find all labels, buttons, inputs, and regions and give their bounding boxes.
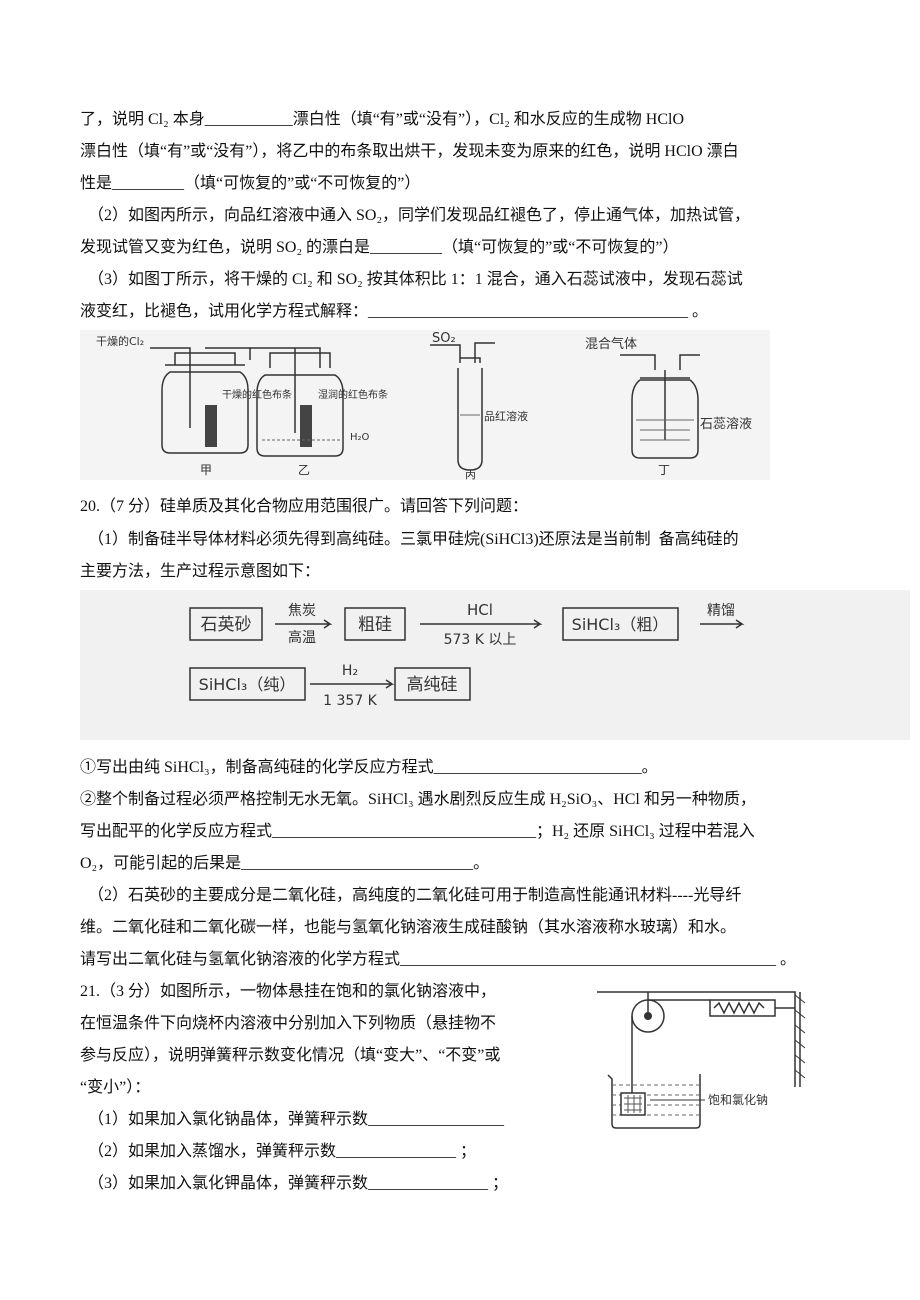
text-line: ①写出由纯 SiHCl₃，制备高纯硅的化学反应方程式______________…: [80, 759, 658, 776]
figure-shape: [189, 667, 306, 701]
label: 石蕊溶液: [700, 417, 752, 432]
figure-shape: [80, 590, 910, 740]
figure-shape: [620, 354, 700, 459]
label: 湿润的红色布条: [318, 388, 388, 401]
figure-shape: [250, 347, 344, 457]
figure-shape: [562, 607, 679, 641]
figure-shape: [713, 1001, 765, 1015]
text-line: 在恒温条件下向烧杯内溶液中分别加入下列物质（悬挂物不: [80, 1015, 497, 1032]
label: H₂: [342, 663, 358, 679]
text-line: 维。二氧化硅和二氧化碳一样，也能与氢氧化钠溶液生成硅酸钠（其水溶液称水玻璃）和水…: [80, 919, 737, 936]
text-line: “变小”）：: [80, 1079, 151, 1096]
label: 石英砂: [201, 615, 252, 635]
label: 粗硅: [358, 615, 392, 635]
text-line: （1）如果加入氯化钠晶体，弹簧秤示数_________________: [88, 1111, 505, 1128]
text-line: ②整个制备过程必须严格控制无水无氧。SiHCl₃ 遇水剧烈反应生成 H₂SiO₃…: [80, 791, 756, 808]
figure-shape: [430, 342, 495, 471]
label: 573 K 以上: [444, 632, 517, 648]
figure-flow: 石英砂 焦炭 高温 粗硅 HCl 573 K 以上 SiHCl₃（粗） 精馏 S…: [80, 590, 910, 740]
figure-shape: [344, 607, 406, 641]
figure-shape: [631, 992, 795, 1094]
label: 品红溶液: [484, 409, 528, 423]
label: 丙: [465, 468, 476, 481]
label: HCl: [467, 601, 493, 619]
text-line: （2）石英砂的主要成分是二氧化硅，高纯度的二氧化硅可用于制造高性能通讯材料---…: [88, 887, 742, 904]
label: H₂O: [350, 432, 370, 443]
text-line: 写出配平的化学反应方程式____________________________…: [80, 823, 755, 840]
text-line: 20.（7 分）硅单质及其化合物应用范围很广。请回答下列问题：: [80, 498, 529, 515]
text-line: 发现试管又变为红色，说明 SO₂ 的漂白是_________（填“可恢复的”或“…: [80, 239, 679, 256]
figure-shape: [394, 667, 471, 701]
text-line: 了，说明 Cl₂ 本身___________漂白性（填“有”或“没有”），Cl₂…: [80, 111, 685, 128]
label: 干燥的Cl₂: [96, 334, 144, 348]
figure-shape: [624, 1095, 642, 1113]
figure-shape: [709, 999, 776, 1017]
figure-spring: 饱和氯化钠: [597, 991, 806, 1129]
text-line: 请写出二氧化硅与氢氧化钠溶液的化学方程式____________________…: [80, 951, 797, 968]
label: SO₂: [432, 331, 456, 346]
label: 乙: [298, 463, 310, 477]
text-line: 性是_________（填“可恢复的”或“不可恢复的”）: [80, 175, 421, 192]
label: 高温: [288, 629, 316, 646]
label: 焦炭: [288, 603, 316, 619]
figure-shape: [612, 1084, 700, 1116]
figure-shape: [636, 419, 694, 441]
text-line: O₂，可能引起的后果是_____________________________…: [80, 855, 490, 872]
text-line: （3）如图丁所示，将干燥的 Cl₂ 和 SO₂ 按其体积比 1：1 混合，通入石…: [88, 271, 743, 288]
label: 饱和氯化钠: [708, 1092, 768, 1107]
figure-shape: [794, 994, 806, 1079]
label: 甲: [200, 463, 212, 477]
text-line: 21.（3 分）如图所示，一物体悬挂在饱和的氯化钠溶液中，: [80, 983, 497, 1000]
figure-shape: [275, 619, 745, 689]
figure-shape: [300, 405, 312, 447]
text-line: （2）如图丙所示，向品红溶液中通入 SO₂，同学们发现品红褪色了，停止通气体，加…: [88, 207, 751, 224]
figure-shape: [607, 1074, 701, 1129]
figure-shape: [597, 991, 801, 1087]
text-line: 漂白性（填“有”或“没有”），将乙中的布条取出烘干，发现未变为原来的红色，说明 …: [80, 143, 739, 160]
figure-gas: 干燥的Cl₂ 干燥的红色布条 湿润的红色布条 H₂O 甲 乙 SO₂ 品红溶液 …: [80, 330, 770, 481]
figure-shape: [161, 352, 249, 454]
figure-shape: [205, 405, 217, 447]
text-line: （3）如果加入氯化钾晶体，弹簧秤示数_______________ ；: [88, 1175, 509, 1192]
label: 1 357 K: [323, 693, 378, 709]
label: SiHCl₃（纯）: [199, 675, 296, 694]
label: SiHCl₃（粗）: [572, 615, 669, 634]
label: 混合气体: [585, 336, 637, 352]
text-line: 参与反应），说明弹簧秤示数变化情况（填“变大”、“不变”或: [80, 1047, 501, 1064]
figure-shape: [189, 607, 263, 641]
label: 高纯硅: [407, 675, 458, 695]
text-line: （1）制备硅半导体材料必须先得到高纯硅。三氯甲硅烷(SiHCl3)还原法是当前制…: [88, 531, 739, 548]
text-line: 主要方法，生产过程示意图如下：: [80, 563, 321, 580]
text-line: （2）如果加入蒸馏水，弹簧秤示数_______________ ；: [88, 1143, 477, 1160]
text-line: 液变红，比褪色，试用化学方程式解释：______________________…: [80, 303, 709, 320]
label: 精馏: [707, 603, 735, 619]
label: 干燥的红色布条: [222, 388, 292, 401]
label: 丁: [658, 463, 670, 477]
